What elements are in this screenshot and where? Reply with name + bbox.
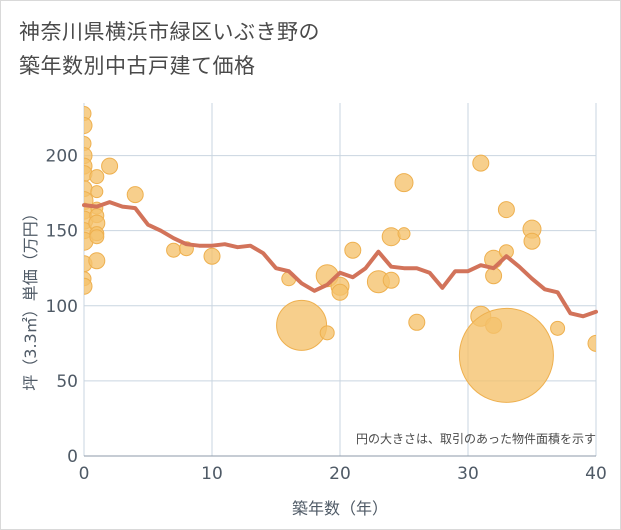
bubble-point — [166, 242, 182, 258]
tick-labels: 0 10 20 30 40 0 50 100 150 200 — [46, 147, 607, 484]
bubble-point — [126, 186, 144, 204]
bubble-point — [84, 117, 93, 135]
y-tick-label: 100 — [46, 297, 78, 317]
bubble-point — [89, 229, 105, 245]
bubble-point — [84, 165, 93, 183]
bubble-series — [84, 106, 596, 403]
y-tick-label: 150 — [46, 222, 78, 242]
chart-title-line-2: 築年数別中古戸建て価格 — [19, 54, 256, 78]
bubble-point — [319, 325, 335, 341]
bubble-point — [381, 227, 401, 247]
bubble-point — [458, 307, 554, 403]
bubble-point — [344, 241, 362, 259]
bubble-point — [550, 320, 566, 336]
bubble-point — [394, 173, 414, 193]
bubble-point — [587, 334, 596, 352]
bubble-point — [397, 227, 411, 241]
bubble-point — [89, 169, 105, 185]
y-axis-title: 坪（3.3㎡）単価（万円） — [21, 205, 40, 390]
x-tick-label: 20 — [329, 464, 351, 484]
bubble-point — [84, 277, 93, 295]
size-legend-note: 円の大きさは、取引のあった物件面積を示す — [356, 431, 596, 446]
bubble-point — [203, 247, 221, 265]
bubble-point — [90, 185, 104, 199]
x-tick-label: 0 — [79, 464, 90, 484]
x-axis-title: 築年数（年） — [292, 499, 388, 518]
bubble-point — [84, 106, 92, 122]
y-tick-label: 50 — [56, 372, 78, 392]
chart-title-line-1: 神奈川県横浜市緑区いぶき野の — [19, 20, 320, 44]
bubble-point — [276, 299, 328, 351]
y-tick-label: 0 — [67, 447, 78, 467]
bubble-point — [382, 271, 400, 289]
x-tick-label: 30 — [457, 464, 479, 484]
bubble-point — [408, 313, 426, 331]
bubble-point — [472, 154, 490, 172]
bubble-point — [84, 136, 92, 152]
bubble-point — [523, 232, 541, 250]
bubble-point — [497, 201, 515, 219]
trend-series — [82, 200, 598, 319]
chart-title: 神奈川県横浜市緑区いぶき野の 築年数別中古戸建て価格 — [19, 15, 320, 83]
y-tick-label: 200 — [46, 147, 78, 167]
bubble-point — [101, 157, 119, 175]
bubble-point — [331, 283, 349, 301]
trend-line — [82, 200, 598, 319]
x-tick-label: 10 — [201, 464, 223, 484]
x-tick-label: 40 — [585, 464, 607, 484]
bubble-point — [88, 252, 106, 270]
